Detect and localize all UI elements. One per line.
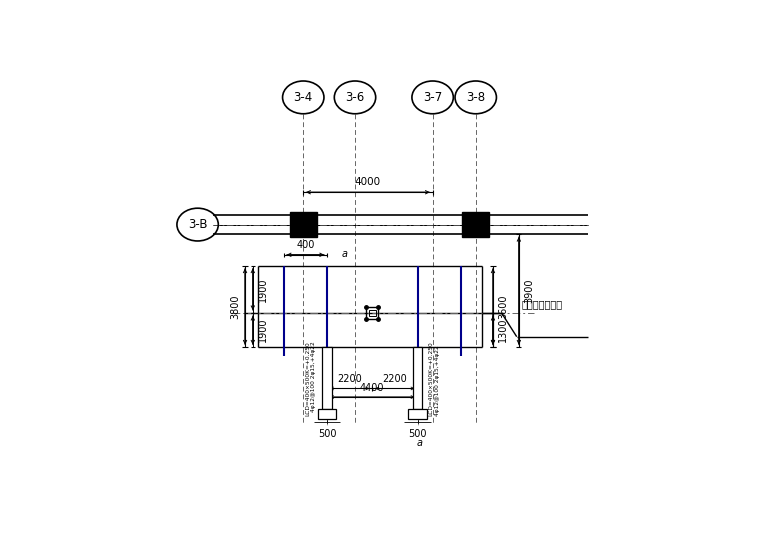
Bar <box>322 347 331 409</box>
Text: 1900: 1900 <box>258 277 268 301</box>
Bar <box>413 347 423 409</box>
Text: 4000: 4000 <box>355 177 381 187</box>
Text: a: a <box>416 438 423 448</box>
Bar <box>366 307 378 319</box>
Text: 500: 500 <box>318 430 336 440</box>
Text: LCD=400×500K=+0.250
4φ12@100 2φ15,+4φ22: LCD=400×500K=+0.250 4φ12@100 2φ15,+4φ22 <box>429 341 439 416</box>
Text: 地下室顶板边缘: 地下室顶板边缘 <box>521 298 562 309</box>
Text: 3900: 3900 <box>524 278 534 303</box>
Bar <box>462 212 489 237</box>
Text: 3800: 3800 <box>230 294 240 319</box>
Text: 2200: 2200 <box>382 374 407 384</box>
Text: 1300: 1300 <box>498 318 508 343</box>
Text: LCD=400×500K=+0.250
4φ12@100 2φ15,+4φ22: LCD=400×500K=+0.250 4φ12@100 2φ15,+4φ22 <box>305 341 315 416</box>
Text: a: a <box>341 249 347 259</box>
Text: 3-6: 3-6 <box>345 91 365 104</box>
Text: 500: 500 <box>408 430 427 440</box>
Bar <box>369 310 375 316</box>
Bar <box>408 409 426 419</box>
Text: 400: 400 <box>296 240 315 250</box>
Bar <box>318 409 336 419</box>
Bar <box>290 212 317 237</box>
Text: 3-4: 3-4 <box>293 91 313 104</box>
Text: 4400: 4400 <box>360 382 385 393</box>
Text: 2200: 2200 <box>337 374 362 384</box>
Text: 1900: 1900 <box>258 318 268 343</box>
Text: 3600: 3600 <box>498 294 508 319</box>
Text: 3-B: 3-B <box>188 218 207 231</box>
Text: 3-8: 3-8 <box>466 91 486 104</box>
Text: 3-7: 3-7 <box>423 91 442 104</box>
